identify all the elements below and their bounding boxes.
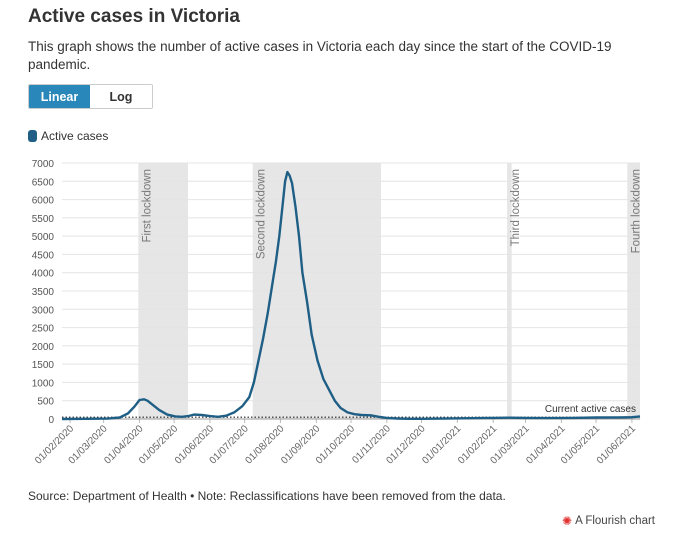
lockdown-label: Third lockdown <box>510 169 522 246</box>
linear-button[interactable]: Linear <box>29 85 90 108</box>
y-tick-label: 2000 <box>32 342 55 353</box>
y-tick-label: 6000 <box>32 196 55 207</box>
y-tick-label: 4500 <box>32 250 55 261</box>
current-cases-label: Current active cases <box>545 404 636 415</box>
flourish-logo-icon: ✺ <box>562 514 573 528</box>
y-tick-label: 1500 <box>32 360 55 371</box>
flourish-credit-label: A Flourish chart <box>575 515 655 527</box>
y-tick-label: 2500 <box>32 324 55 335</box>
y-tick-label: 500 <box>37 397 54 408</box>
scale-toggle: Linear Log <box>28 84 153 109</box>
y-tick-label: 4000 <box>32 269 55 280</box>
legend-label: Active cases <box>41 129 109 143</box>
y-tick-label: 0 <box>48 415 54 426</box>
chart-title: Active cases in Victoria <box>28 6 240 27</box>
chart-subtitle: This graph shows the number of active ca… <box>28 39 612 72</box>
flourish-credit[interactable]: ✺ A Flourish chart <box>562 514 655 528</box>
legend: Active cases <box>28 129 108 143</box>
active-cases-line <box>61 170 641 421</box>
y-tick-label: 6500 <box>32 177 55 188</box>
y-tick-label: 3000 <box>32 305 55 316</box>
y-tick-label: 1000 <box>32 378 55 389</box>
lockdown-label: Fourth lockdown <box>630 169 642 253</box>
y-tick-label: 5500 <box>32 214 55 225</box>
log-button[interactable]: Log <box>90 85 152 108</box>
source-note: Source: Department of Health • Note: Rec… <box>28 489 506 503</box>
y-tick-label: 3500 <box>32 287 55 298</box>
y-tick-label: 5000 <box>32 232 55 243</box>
legend-swatch <box>28 130 37 142</box>
x-tick-label: 01/06/2021 <box>595 423 638 466</box>
lockdown-label: Second lockdown <box>256 169 268 259</box>
y-tick-label: 7000 <box>32 159 55 170</box>
lockdown-label: First lockdown <box>141 169 153 243</box>
